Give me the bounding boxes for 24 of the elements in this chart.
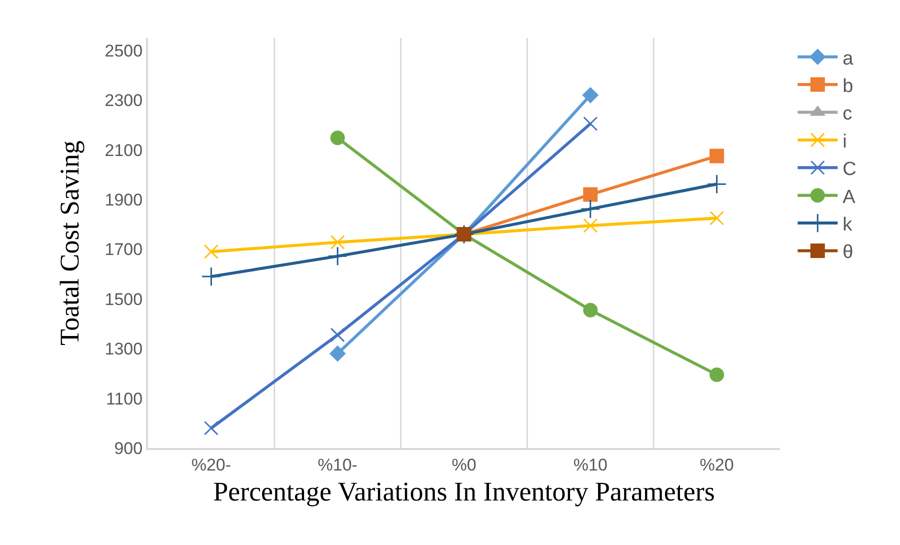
y-tick-label: 2100	[104, 140, 143, 160]
x-axis-title: Percentage Variations In Inventory Parameters	[213, 476, 715, 506]
y-tick-label: 2500	[104, 41, 143, 60]
x-tick-label: %20	[700, 455, 734, 474]
legend-label: c	[842, 104, 852, 125]
y-tick-label: 2300	[104, 91, 143, 110]
y-tick-label: 900	[114, 438, 143, 458]
y-tick-label: 1500	[104, 290, 143, 309]
y-tick-label: 1900	[104, 190, 143, 210]
y-tick-label: 1100	[106, 389, 143, 408]
x-tick-label: %0	[452, 455, 476, 474]
legend-label: i	[842, 131, 847, 152]
legend-label: a	[842, 48, 854, 70]
legend-label: A	[842, 186, 856, 208]
y-tick-label: 1300	[104, 340, 143, 359]
x-tick-label: %10	[573, 455, 608, 474]
legend-label: C	[842, 159, 856, 180]
legend-label: b	[842, 76, 854, 97]
y-axis-title: Toatal Cost Saving	[54, 140, 84, 346]
x-tick-label: %20-	[191, 455, 232, 474]
x-tick-label: %10-	[318, 455, 358, 474]
legend-label: k	[842, 214, 853, 236]
legend-label: θ	[842, 242, 854, 264]
y-tick-label: 1700	[104, 240, 143, 260]
